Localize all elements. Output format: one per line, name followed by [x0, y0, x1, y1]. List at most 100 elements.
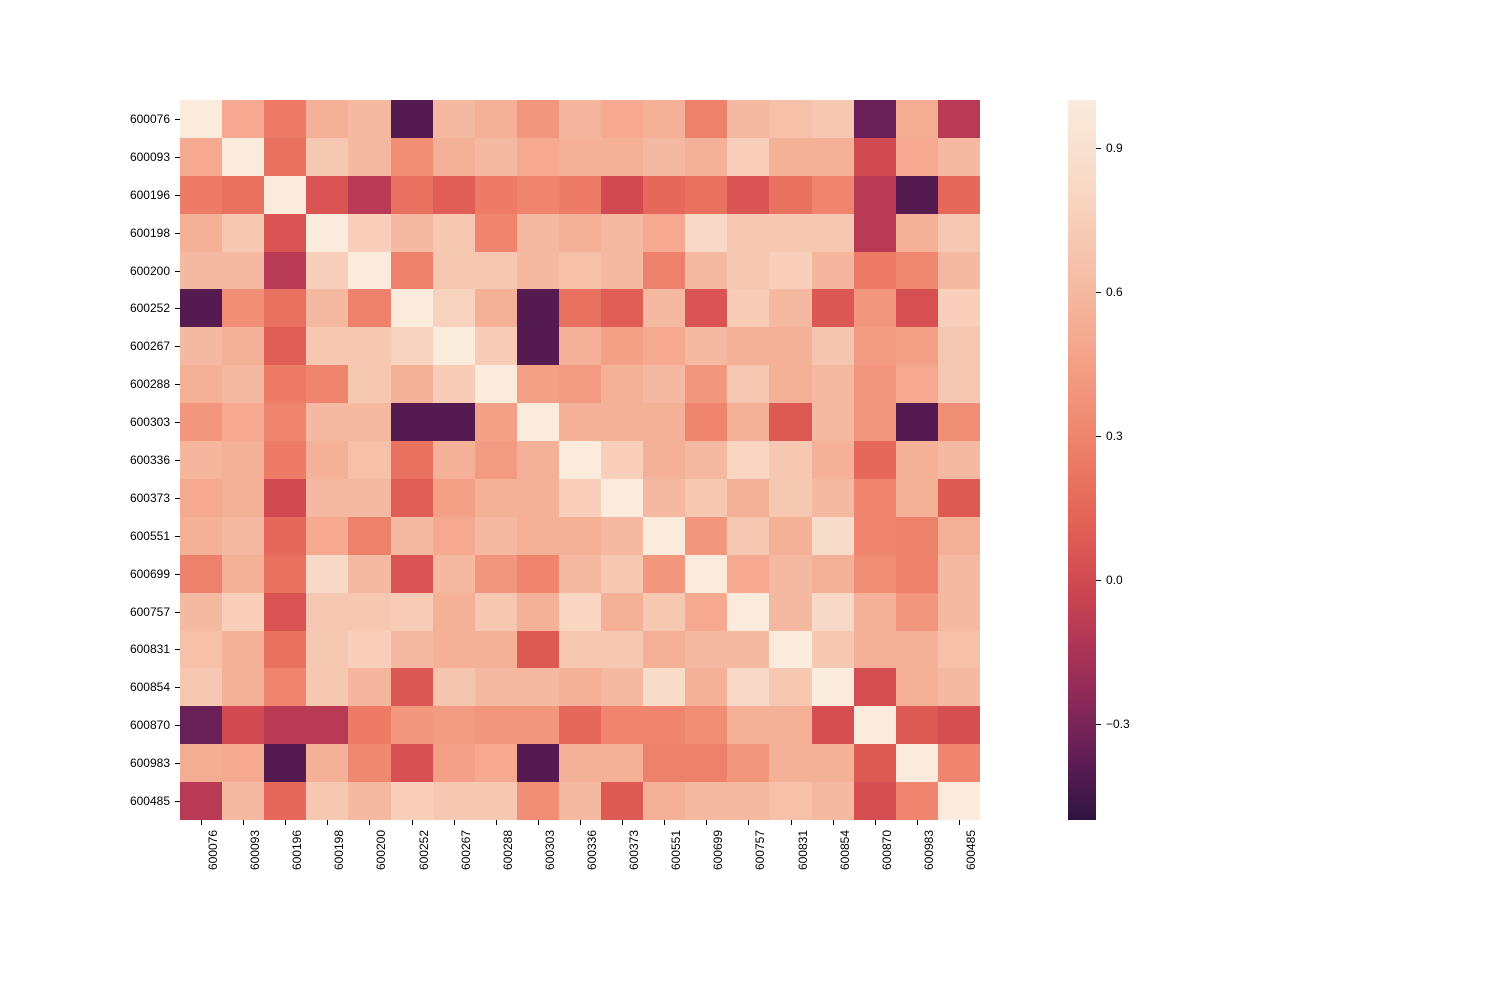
heatmap-cell: [433, 706, 476, 744]
heatmap-cell: [517, 327, 560, 365]
heatmap-cell: [854, 782, 897, 820]
heatmap-cell: [854, 403, 897, 441]
x-tick-mark: [327, 820, 328, 825]
heatmap-cell: [475, 706, 518, 744]
heatmap-cell: [896, 782, 939, 820]
heatmap-cell: [306, 517, 349, 555]
heatmap-cell: [769, 517, 812, 555]
heatmap-cell: [180, 138, 223, 176]
heatmap-cell: [812, 138, 855, 176]
heatmap-cell: [854, 441, 897, 479]
heatmap-cell: [306, 252, 349, 290]
heatmap-cell: [601, 479, 644, 517]
heatmap-cell: [433, 668, 476, 706]
heatmap-cell: [222, 441, 265, 479]
heatmap-cell: [769, 214, 812, 252]
heatmap-cell: [769, 782, 812, 820]
x-tick-mark: [243, 820, 244, 825]
heatmap-cell: [601, 252, 644, 290]
heatmap-cell: [517, 100, 560, 138]
y-tick-label: 600196: [0, 188, 170, 202]
heatmap-cell: [391, 668, 434, 706]
heatmap-cell: [727, 138, 770, 176]
heatmap-cell: [643, 668, 686, 706]
heatmap-cell: [264, 441, 307, 479]
x-tick-label: 600198: [332, 830, 346, 870]
heatmap-cell: [769, 138, 812, 176]
heatmap-cell: [643, 289, 686, 327]
heatmap-cell: [475, 138, 518, 176]
y-tick-mark: [175, 649, 180, 650]
heatmap-cell: [812, 668, 855, 706]
heatmap-cell: [601, 214, 644, 252]
heatmap-cell: [348, 176, 391, 214]
heatmap-cell: [306, 176, 349, 214]
heatmap-cell: [685, 176, 728, 214]
heatmap-cell: [559, 782, 602, 820]
x-tick-mark: [875, 820, 876, 825]
heatmap-cell: [601, 441, 644, 479]
heatmap-cell: [896, 479, 939, 517]
y-tick-mark: [175, 157, 180, 158]
heatmap-cell: [391, 100, 434, 138]
heatmap-cell: [180, 744, 223, 782]
heatmap-cell: [180, 706, 223, 744]
heatmap-cell: [222, 479, 265, 517]
heatmap-cell: [348, 782, 391, 820]
y-tick-mark: [175, 612, 180, 613]
x-tick-label: 600336: [585, 830, 599, 870]
heatmap-cell: [769, 365, 812, 403]
heatmap-cell: [306, 327, 349, 365]
heatmap-cell: [643, 403, 686, 441]
heatmap-cell: [559, 517, 602, 555]
heatmap-cell: [559, 327, 602, 365]
heatmap-cell: [643, 631, 686, 669]
heatmap-cell: [643, 100, 686, 138]
heatmap-cell: [769, 403, 812, 441]
x-tick-label: 600870: [880, 830, 894, 870]
heatmap-cell: [433, 479, 476, 517]
heatmap-cell: [475, 403, 518, 441]
colorbar-tick-mark: [1096, 724, 1101, 725]
heatmap-cell: [306, 668, 349, 706]
heatmap-cell: [601, 517, 644, 555]
heatmap-cell: [180, 100, 223, 138]
heatmap-cell: [854, 100, 897, 138]
heatmap-cell: [812, 365, 855, 403]
heatmap-cell: [517, 631, 560, 669]
heatmap-cell: [517, 668, 560, 706]
heatmap-cell: [727, 289, 770, 327]
y-tick-mark: [175, 574, 180, 575]
heatmap-cell: [601, 403, 644, 441]
heatmap-cell: [854, 289, 897, 327]
heatmap-cell: [433, 555, 476, 593]
heatmap-cell: [475, 517, 518, 555]
heatmap-cell: [306, 441, 349, 479]
y-tick-label: 600854: [0, 680, 170, 694]
y-tick-label: 600267: [0, 339, 170, 353]
y-tick-mark: [175, 460, 180, 461]
heatmap-cell: [180, 214, 223, 252]
heatmap-cell: [896, 555, 939, 593]
heatmap-cell: [727, 668, 770, 706]
heatmap-cell: [727, 517, 770, 555]
heatmap-cell: [812, 176, 855, 214]
heatmap-cell: [180, 252, 223, 290]
heatmap-cell: [896, 631, 939, 669]
heatmap-cell: [769, 289, 812, 327]
heatmap-cell: [559, 555, 602, 593]
heatmap-cell: [306, 214, 349, 252]
heatmap-cell: [896, 214, 939, 252]
heatmap-cell: [727, 593, 770, 631]
x-tick-label: 600485: [964, 830, 978, 870]
x-tick-label: 600699: [711, 830, 725, 870]
heatmap-cell: [391, 479, 434, 517]
heatmap-cell: [222, 555, 265, 593]
heatmap-cell: [222, 403, 265, 441]
heatmap-cell: [938, 214, 981, 252]
x-tick-label: 600288: [501, 830, 515, 870]
heatmap-cell: [601, 744, 644, 782]
heatmap-cell: [391, 289, 434, 327]
x-tick-mark: [285, 820, 286, 825]
heatmap-cell: [517, 252, 560, 290]
